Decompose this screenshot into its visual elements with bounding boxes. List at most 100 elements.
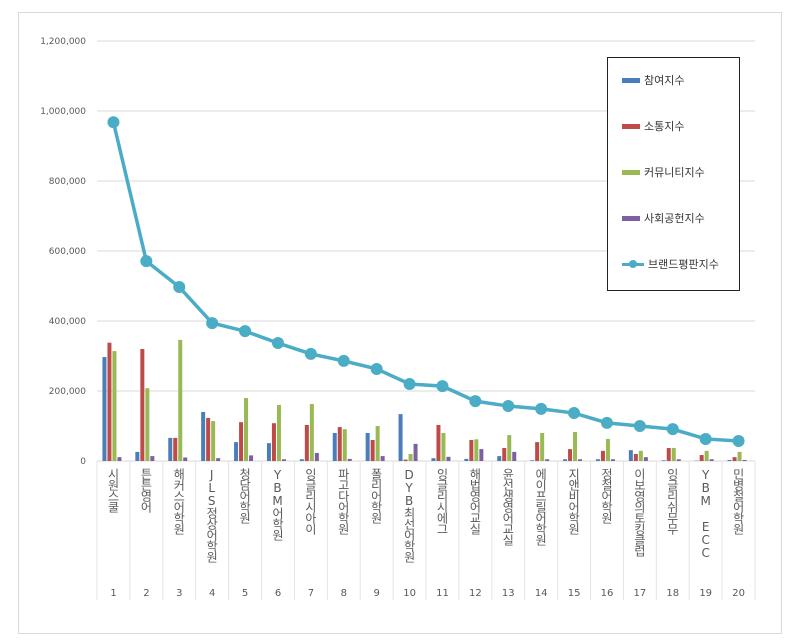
bar-2-20 (732, 457, 737, 461)
bar-1-4 (201, 412, 206, 461)
bar-4-14 (545, 459, 550, 461)
rank-label: 18 (666, 588, 680, 599)
bar-3-5 (244, 398, 249, 461)
y-tick-label: 1,200,000 (40, 37, 86, 47)
bar-1-11 (431, 458, 436, 461)
rank-label: 17 (633, 588, 647, 599)
brand-index-point-7 (304, 347, 317, 360)
legend-swatch (622, 123, 640, 129)
bar-1-3 (168, 437, 173, 461)
category-label: YBM어학원 (270, 468, 285, 540)
bar-2-2 (140, 349, 145, 461)
bar-4-7 (314, 452, 319, 461)
category-label: DYB최선어학원 (402, 468, 417, 562)
brand-index-point-3 (173, 281, 186, 294)
bar-2-12 (469, 440, 474, 461)
bar-3-1 (112, 351, 117, 461)
bar-3-13 (507, 435, 512, 461)
y-tick-label: 600,000 (49, 247, 86, 257)
bar-2-10 (403, 459, 408, 461)
bar-2-11 (436, 424, 441, 461)
brand-index-point-5 (239, 325, 252, 338)
rank-label: 12 (469, 588, 482, 599)
chart-frame (18, 12, 782, 634)
category-label: 이보영의토킹클럽 (632, 468, 647, 556)
category-label: JLS정상어학원 (204, 468, 219, 562)
y-tick-label: 1,000,000 (40, 107, 86, 117)
legend-item: 참여지수 (622, 72, 684, 88)
bar-3-2 (145, 388, 150, 461)
bar-1-20 (727, 459, 732, 461)
category-label: 튼튼영어 (138, 468, 153, 512)
brand-index-point-11 (436, 380, 449, 393)
legend-item: 사회공헌지수 (622, 210, 705, 226)
bar-2-1 (107, 342, 112, 461)
brand-index-point-4 (206, 317, 219, 330)
bar-4-16 (610, 459, 615, 461)
bar-1-8 (332, 433, 337, 461)
category-label: 해커스어학원 (171, 468, 186, 534)
bar-3-17 (638, 450, 643, 461)
bar-4-20 (742, 459, 747, 461)
bar-1-6 (266, 443, 271, 461)
bar-2-14 (535, 442, 540, 461)
bar-4-19 (709, 459, 714, 461)
brand-index-point-13 (502, 400, 515, 413)
bar-3-20 (737, 451, 742, 461)
brand-index-point-12 (469, 395, 482, 408)
bar-3-14 (540, 433, 545, 461)
legend-label: 브랜드평판지수 (648, 258, 719, 271)
legend-item: 커뮤니티지수 (622, 164, 705, 180)
bar-3-7 (309, 403, 314, 461)
bar-4-18 (676, 459, 681, 461)
bar-2-8 (337, 427, 342, 461)
bar-3-18 (671, 448, 676, 461)
category-label: 지앤비어학원 (566, 468, 581, 534)
bar-1-17 (628, 450, 633, 461)
rank-label: 8 (340, 588, 347, 599)
category-label: 정철어학원 (599, 468, 614, 523)
rank-label: 14 (534, 588, 548, 599)
legend-label: 사회공헌지수 (644, 212, 705, 225)
brand-index-point-18 (666, 423, 679, 436)
rank-label: 6 (274, 588, 282, 599)
y-tick-label: 200,000 (49, 387, 86, 397)
rank-label: 16 (600, 588, 614, 599)
rank-label: 7 (307, 588, 315, 599)
bar-3-10 (408, 454, 413, 461)
bar-3-8 (342, 429, 347, 461)
bar-2-7 (304, 424, 309, 461)
bar-4-17 (643, 457, 648, 461)
legend-swatch (622, 77, 640, 83)
bar-1-7 (299, 459, 304, 461)
category-label: 폴리어학원 (369, 468, 384, 523)
brand-index-point-20 (732, 435, 745, 448)
category-label: 잉글리쉬무무 (665, 468, 680, 534)
bar-4-10 (413, 443, 418, 461)
category-label: 시원스쿨 (106, 468, 120, 512)
bar-3-6 (276, 405, 281, 461)
bar-4-13 (512, 451, 517, 461)
brand-index-point-9 (370, 362, 383, 375)
legend-swatch (622, 215, 640, 221)
brand-index-point-8 (337, 354, 350, 367)
y-tick-label: 800,000 (49, 177, 86, 187)
bar-2-18 (666, 448, 671, 461)
bar-4-8 (347, 458, 352, 461)
category-label: 윤선생영어교실 (500, 468, 515, 545)
brand-index-point-16 (600, 416, 613, 429)
brand-index-point-2 (140, 255, 153, 268)
brand-index-point-19 (699, 432, 712, 445)
category-label: 청담어학원 (237, 468, 252, 523)
bar-3-4 (211, 421, 216, 461)
rank-label: 10 (403, 588, 416, 599)
bar-1-13 (497, 456, 502, 461)
category-label: 잉글리시에그 (435, 468, 449, 534)
category-label: 민병철어학원 (731, 468, 746, 534)
bar-4-2 (150, 456, 155, 461)
rank-label: 11 (436, 588, 449, 599)
rank-label: 3 (176, 588, 183, 599)
bar-2-6 (271, 423, 276, 461)
rank-label: 2 (143, 588, 150, 599)
bar-2-15 (568, 449, 573, 461)
